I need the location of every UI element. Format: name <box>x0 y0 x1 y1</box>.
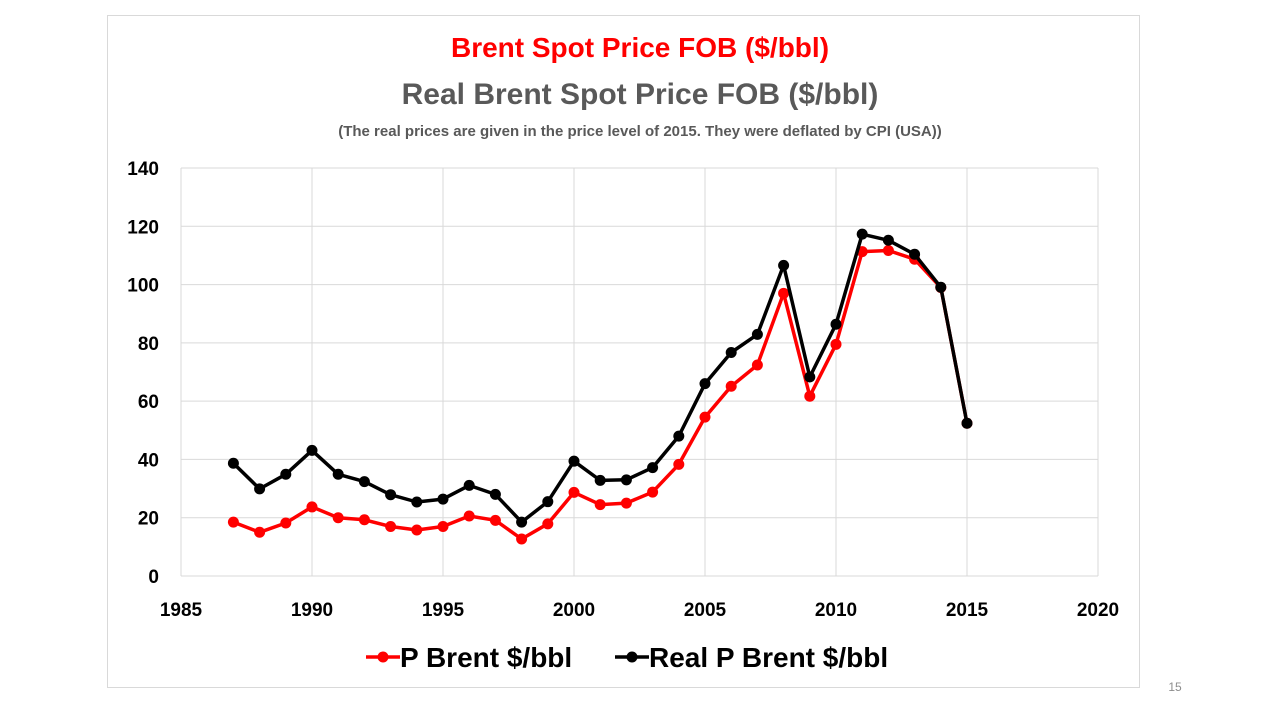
series-line-0 <box>232 248 969 541</box>
data-point <box>751 328 763 340</box>
chart-area: 0 20 40 60 80 100 120 140 1985 1990 1995 2000 2005 20… <box>107 15 1140 688</box>
data-point <box>751 359 763 371</box>
data-point <box>909 248 921 260</box>
data-point <box>961 417 973 429</box>
data-point <box>699 378 711 390</box>
chart-note: (The real prices are given in the price … <box>338 123 942 140</box>
data-point <box>882 234 894 246</box>
series-lines <box>227 228 973 545</box>
data-point <box>489 514 501 526</box>
legend-label: Real P Brent $/bbl <box>649 642 888 673</box>
data-point <box>437 520 449 532</box>
data-point <box>385 489 397 501</box>
gridlines <box>180 167 1099 577</box>
data-point <box>673 458 685 470</box>
data-point <box>332 468 344 480</box>
data-point <box>463 479 475 491</box>
data-point <box>254 526 266 538</box>
x-tick-label: 2010 <box>815 600 857 621</box>
y-tick-label: 140 <box>127 159 159 180</box>
data-point <box>411 524 423 536</box>
data-point <box>516 516 528 528</box>
data-point <box>647 486 659 498</box>
data-point <box>699 411 711 423</box>
data-point <box>306 444 318 456</box>
data-point <box>882 244 894 256</box>
y-tick-label: 20 <box>138 509 159 530</box>
data-point <box>306 501 318 513</box>
data-point <box>358 476 370 488</box>
data-point <box>280 468 292 480</box>
x-tick-label: 1985 <box>160 600 203 621</box>
data-point <box>778 259 790 271</box>
data-point <box>358 514 370 526</box>
data-point <box>437 493 449 505</box>
data-point <box>385 520 397 532</box>
data-point <box>778 287 790 299</box>
data-point <box>463 510 475 522</box>
slide-number: 15 <box>1168 680 1182 694</box>
x-tick-label: 2015 <box>946 600 989 621</box>
x-tick-label: 2000 <box>553 600 595 621</box>
x-tick-label: 1995 <box>422 600 465 621</box>
data-point <box>568 455 580 467</box>
data-point <box>620 474 632 486</box>
data-point <box>542 518 554 530</box>
legend: P Brent $/bbl Real P Brent $/bbl <box>366 642 888 673</box>
chart-subtitle: Real Brent Spot Price FOB ($/bbl) <box>401 78 879 111</box>
data-point <box>647 462 659 474</box>
x-tick-label: 2005 <box>684 600 727 621</box>
line-chart: 0 20 40 60 80 100 120 140 1985 1990 1995 2000 2005 20… <box>127 159 1119 673</box>
data-point <box>594 474 606 486</box>
legend-label: P Brent $/bbl <box>400 642 572 673</box>
data-point <box>620 497 632 509</box>
chart-title: Brent Spot Price FOB ($/bbl) <box>450 32 830 63</box>
x-tick-label: 2020 <box>1077 600 1119 621</box>
data-point <box>489 488 501 500</box>
data-point <box>725 346 737 358</box>
legend-swatch-marker <box>377 651 389 663</box>
data-point <box>411 496 423 508</box>
legend-swatch-marker <box>626 651 638 663</box>
data-point <box>804 371 816 383</box>
y-tick-label: 0 <box>148 567 159 588</box>
data-point <box>280 517 292 529</box>
y-tick-label: 60 <box>138 392 159 413</box>
data-point <box>935 281 947 293</box>
x-tick-label: 1990 <box>291 600 333 621</box>
y-tick-label: 100 <box>127 276 159 297</box>
y-tick-label: 80 <box>138 334 159 355</box>
data-point <box>830 318 842 330</box>
data-point <box>542 496 554 508</box>
data-point <box>830 338 842 350</box>
data-point <box>227 457 239 469</box>
data-point <box>856 228 868 240</box>
data-point <box>516 533 528 545</box>
data-point <box>568 486 580 498</box>
axes: 0 20 40 60 80 100 120 140 1985 1990 1995 2000 2005 20… <box>127 159 1119 621</box>
data-point <box>725 380 737 392</box>
data-point <box>332 512 344 524</box>
data-point <box>804 390 816 402</box>
y-tick-label: 120 <box>127 217 159 238</box>
data-point <box>594 499 606 511</box>
data-point <box>227 516 239 528</box>
data-point <box>673 430 685 442</box>
y-tick-label: 40 <box>138 450 159 471</box>
data-point <box>254 483 266 495</box>
